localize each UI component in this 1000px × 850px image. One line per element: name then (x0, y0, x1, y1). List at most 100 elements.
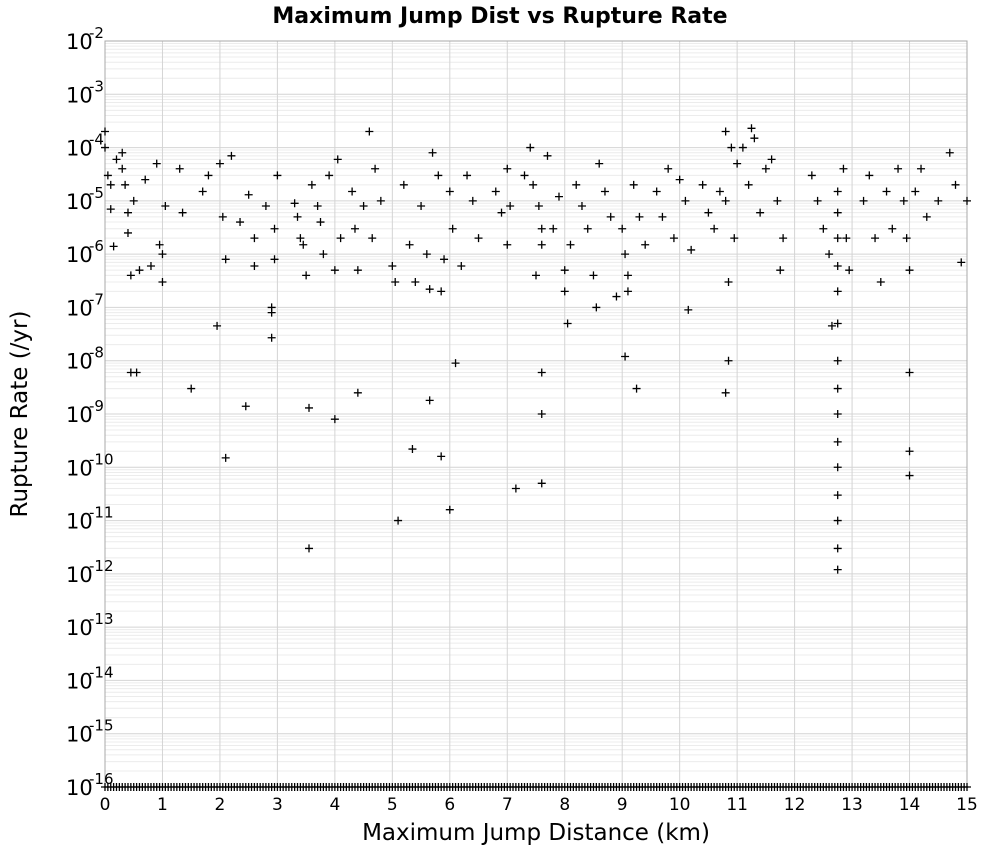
data-point (305, 403, 314, 412)
data-point (316, 218, 325, 227)
data-point (833, 437, 842, 446)
x-tick-label: 5 (387, 795, 398, 815)
y-tick-label: 10 (66, 30, 93, 54)
x-tick-label: 6 (444, 795, 455, 815)
data-point (319, 250, 328, 259)
data-point (425, 285, 434, 294)
y-tick-label: 10 (66, 616, 93, 640)
data-point (497, 208, 506, 217)
data-point (333, 155, 342, 164)
y-tick-label: 10 (66, 510, 93, 534)
data-point (623, 287, 632, 296)
data-point (600, 187, 609, 196)
data-point (434, 171, 443, 180)
data-point (675, 175, 684, 184)
y-tick-label: 10 (66, 137, 93, 161)
data-point (537, 368, 546, 377)
data-point (554, 192, 563, 201)
x-tick-label: 12 (784, 795, 806, 815)
data-point (270, 224, 279, 233)
data-point (103, 171, 112, 180)
data-point (715, 187, 724, 196)
data-point (833, 208, 842, 217)
data-point (560, 287, 569, 296)
data-point (738, 143, 747, 152)
data-point (621, 352, 630, 361)
data-point (721, 127, 730, 136)
data-point (833, 491, 842, 500)
data-point (833, 319, 842, 328)
y-tick-exponent: -4 (89, 131, 104, 149)
data-point (325, 171, 334, 180)
data-point (577, 202, 586, 211)
data-point (669, 234, 678, 243)
data-point (101, 143, 109, 152)
data-point (388, 261, 397, 270)
x-tick-label: 3 (272, 795, 283, 815)
data-point (273, 171, 282, 180)
y-tick-label: 10 (66, 776, 93, 800)
floor-data-point (963, 783, 971, 791)
y-tick-exponent: -10 (89, 450, 114, 468)
data-point (112, 155, 121, 164)
data-point (118, 164, 127, 173)
data-point (934, 196, 943, 205)
data-point (126, 271, 135, 280)
data-point (348, 187, 357, 196)
data-point (658, 212, 667, 221)
data-point (566, 240, 575, 249)
data-point (652, 187, 661, 196)
data-point (583, 224, 592, 233)
data-point (807, 171, 816, 180)
data-point (612, 292, 621, 301)
y-tick-exponent: -15 (89, 717, 114, 735)
data-point (819, 224, 828, 233)
data-point (632, 384, 641, 393)
data-point (917, 164, 926, 173)
data-point (563, 319, 572, 328)
data-point (129, 196, 138, 205)
data-point (261, 202, 270, 211)
data-point (244, 190, 253, 199)
data-point (776, 266, 785, 275)
data-point (724, 278, 733, 287)
data-point (618, 224, 627, 233)
data-point (779, 234, 788, 243)
data-point (905, 266, 914, 275)
y-tick-label: 10 (66, 669, 93, 693)
data-point (537, 224, 546, 233)
data-point (687, 245, 696, 254)
data-point (813, 196, 822, 205)
data-point (905, 368, 914, 377)
data-point (353, 266, 362, 275)
data-point (833, 410, 842, 418)
data-point (241, 402, 250, 411)
x-axis-label: Maximum Jump Distance (km) (362, 820, 710, 846)
data-point (250, 261, 259, 270)
data-point (503, 240, 512, 249)
data-point (744, 180, 753, 189)
data-point (529, 180, 538, 189)
data-point (106, 205, 115, 214)
data-point (158, 278, 167, 287)
data-point (839, 164, 848, 173)
data-point (299, 240, 308, 249)
data-point (902, 234, 911, 243)
data-point (353, 388, 362, 397)
data-point (833, 187, 842, 196)
data-point (511, 484, 520, 493)
data-point (957, 258, 966, 267)
y-tick-exponent: -7 (89, 290, 104, 308)
data-point (882, 187, 891, 196)
data-point (135, 266, 144, 275)
data-point (589, 271, 598, 280)
data-point (905, 447, 914, 456)
data-point (833, 356, 842, 365)
data-point (767, 155, 776, 164)
y-tick-label: 10 (66, 403, 93, 427)
data-point (724, 356, 733, 365)
data-point (681, 196, 690, 205)
y-tick-label: 10 (66, 296, 93, 320)
data-point (448, 224, 457, 233)
data-point (911, 187, 920, 196)
